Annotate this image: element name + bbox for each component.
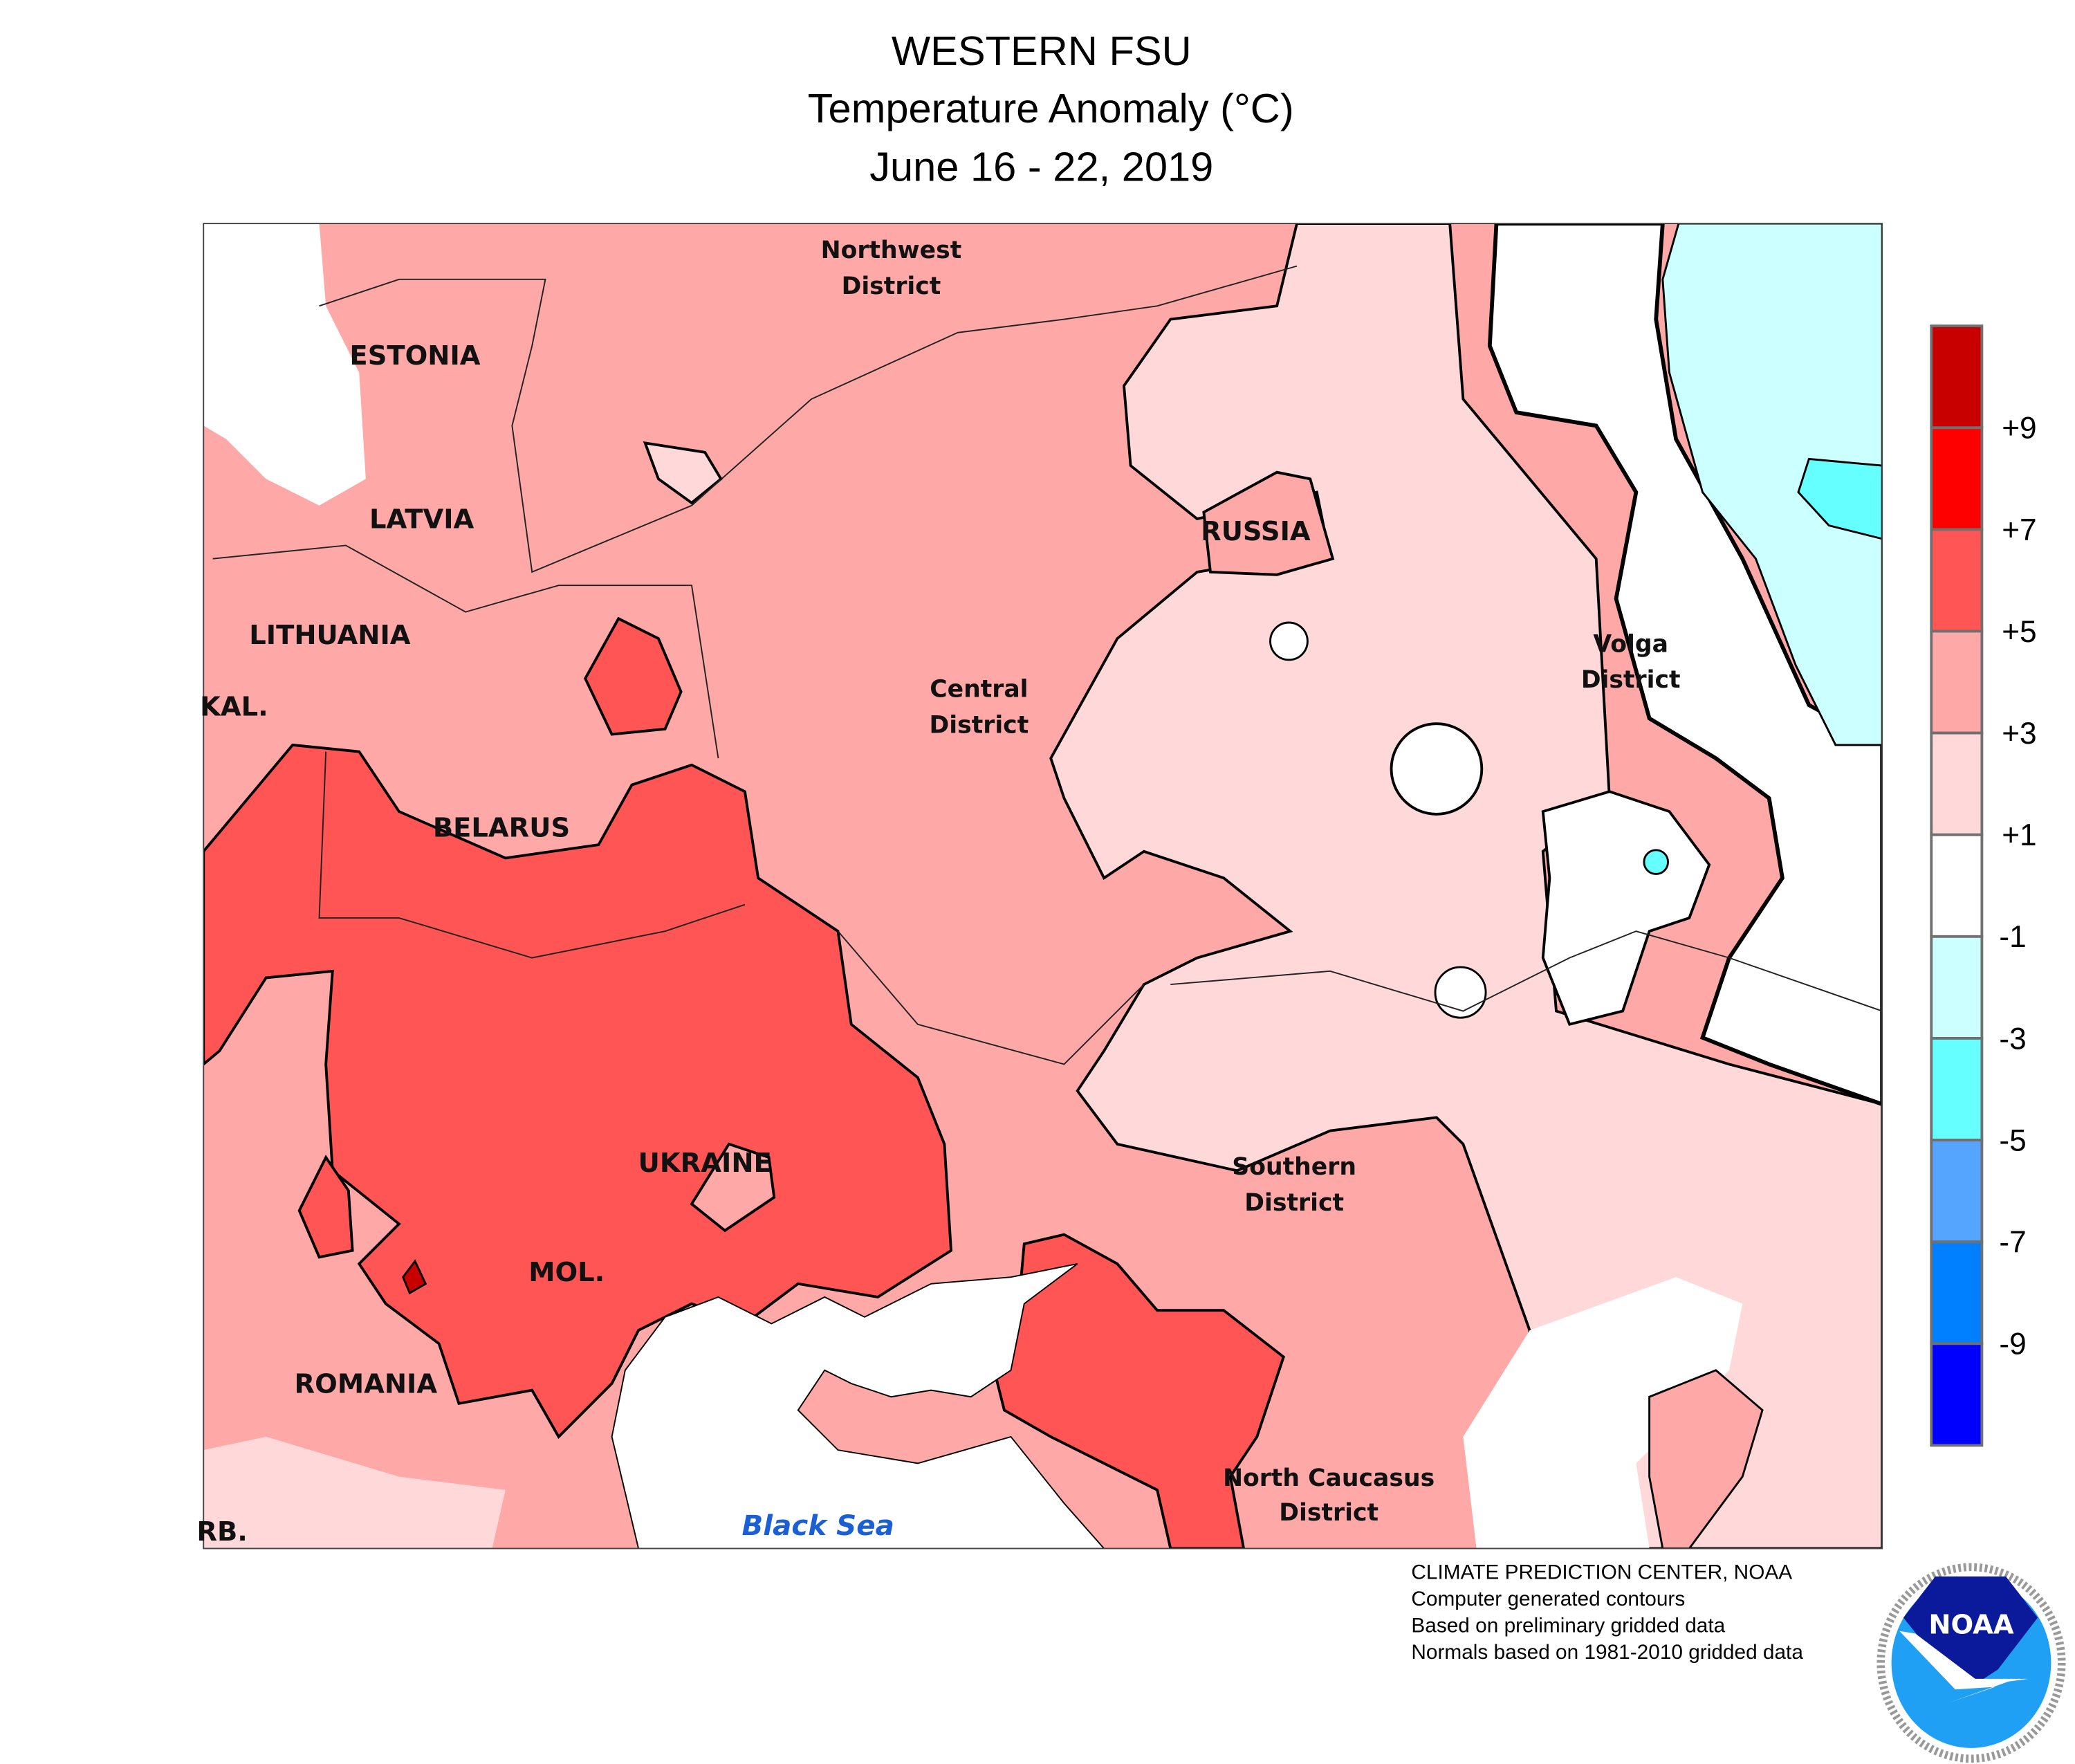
label-estonia: ESTONIA [349,340,480,371]
noaa-logo-text: NOAA [1928,1610,2014,1641]
label-moldova: MOL. [528,1257,605,1288]
baltic-sea [203,223,366,506]
label-southern-district-1: Southern [1232,1153,1356,1181]
border-lines-2 [212,544,1883,1065]
anomaly-minus1-to-1-spot [1390,722,1484,816]
legend-swatch [1930,1037,1984,1141]
label-southern-district-2: District [1244,1189,1344,1217]
legend-swatch [1930,731,1984,836]
anomaly-minus3-spot [1643,849,1669,875]
color-legend: +9 +7 +5 +3 +1 -1 -3 -5 -7 -9 [1930,324,2037,1447]
anomaly-minus1-to-1-spot-2 [1269,621,1309,661]
legend-swatch [1930,833,1984,938]
anomaly-minus1-to-minus3-region [1661,223,1883,746]
label-north-caucasus-district-1: North Caucasus [1223,1464,1435,1492]
credit-cpc: CLIMATE PREDICTION CENTER, NOAA [1411,1561,1792,1584]
legend-swatch [1930,324,1984,430]
legend-label: -1 [1999,920,2026,954]
anomaly-minus3-to-minus5-region [1797,457,1883,540]
legend-swatch [1930,528,1984,633]
legend-label: +7 [2002,513,2036,547]
anomaly-minus1-to-1-island [1541,790,1711,1027]
legend-swatch [1930,1240,1984,1345]
label-volga-district-2: District [1581,666,1681,694]
legend-swatch [1930,630,1984,735]
label-ukraine: UKRAINE [638,1148,772,1179]
legend-swatch [1930,1342,1984,1447]
legend-label: +5 [2002,615,2036,649]
label-black-sea: Black Sea [741,1509,894,1542]
legend-swatch [1930,426,1984,531]
legend-swatch [1930,1139,1984,1244]
title-date-range: June 16 - 22, 2019 [869,144,1213,190]
label-serbia: RB. [196,1516,248,1547]
anomaly-3-to-5-russia-spot [1202,470,1335,576]
label-lithuania: LITHUANIA [249,620,411,651]
anomaly-1-to-3-spot [643,441,723,505]
legend-label: +9 [2002,412,2036,445]
title-variable: Temperature Anomaly (°C) [808,85,1294,131]
label-kaliningrad: KAL. [200,692,268,723]
label-belarus: BELARUS [433,813,570,844]
anomaly-3-to-5-kazakh [1648,1369,1764,1549]
label-volga-district-1: Volga [1593,630,1668,658]
legend-label: +1 [2002,818,2036,852]
anomaly-7-to-9-spot [402,1259,427,1295]
noaa-logo: NOAA [1876,1563,2066,1763]
legend-label: -5 [1999,1123,2026,1157]
label-romania: ROMANIA [295,1368,438,1399]
caspian-sea [1463,1277,1743,1549]
label-northwest-district-2: District [842,273,941,300]
anomaly-5-to-7-romania-spot [297,1155,354,1259]
anomaly-5-to-7-caucasus-region [989,1233,1286,1549]
label-russia: RUSSIA [1201,516,1311,547]
anomaly-3-to-5-ukraine-spot [690,1142,776,1233]
legend-label: +3 [2002,717,2036,751]
map-frame [203,223,1883,1550]
legend-swatch [1930,935,1984,1040]
label-latvia: LATVIA [369,504,474,535]
border-lines [319,265,1298,573]
map-labels: Northwest District ESTONIA LATVIA LITHUA… [196,237,1680,1547]
label-central-district-2: District [930,712,1029,739]
title-region: WESTERN FSU [892,28,1192,74]
black-sea-water [611,1262,1105,1549]
legend-label: -9 [1999,1327,2026,1361]
label-central-district-1: Central [930,676,1028,704]
legend-label: -3 [1999,1022,2026,1056]
label-northwest-district-1: Northwest [821,237,962,264]
map-area [203,223,1883,1549]
anomaly-5-to-7-spot [583,616,683,736]
credit-normals: Normals based on 1981-2010 gridded data [1411,1641,1803,1664]
anomaly-1-to-3-region-balkans [203,1436,506,1549]
credit-data: Based on preliminary gridded data [1411,1615,1725,1637]
credit-contours: Computer generated contours [1411,1588,1685,1610]
legend-label: -7 [1999,1226,2026,1260]
label-north-caucasus-district-2: District [1279,1499,1378,1527]
anomaly-minus1-to-1-spot-3 [1434,966,1487,1019]
